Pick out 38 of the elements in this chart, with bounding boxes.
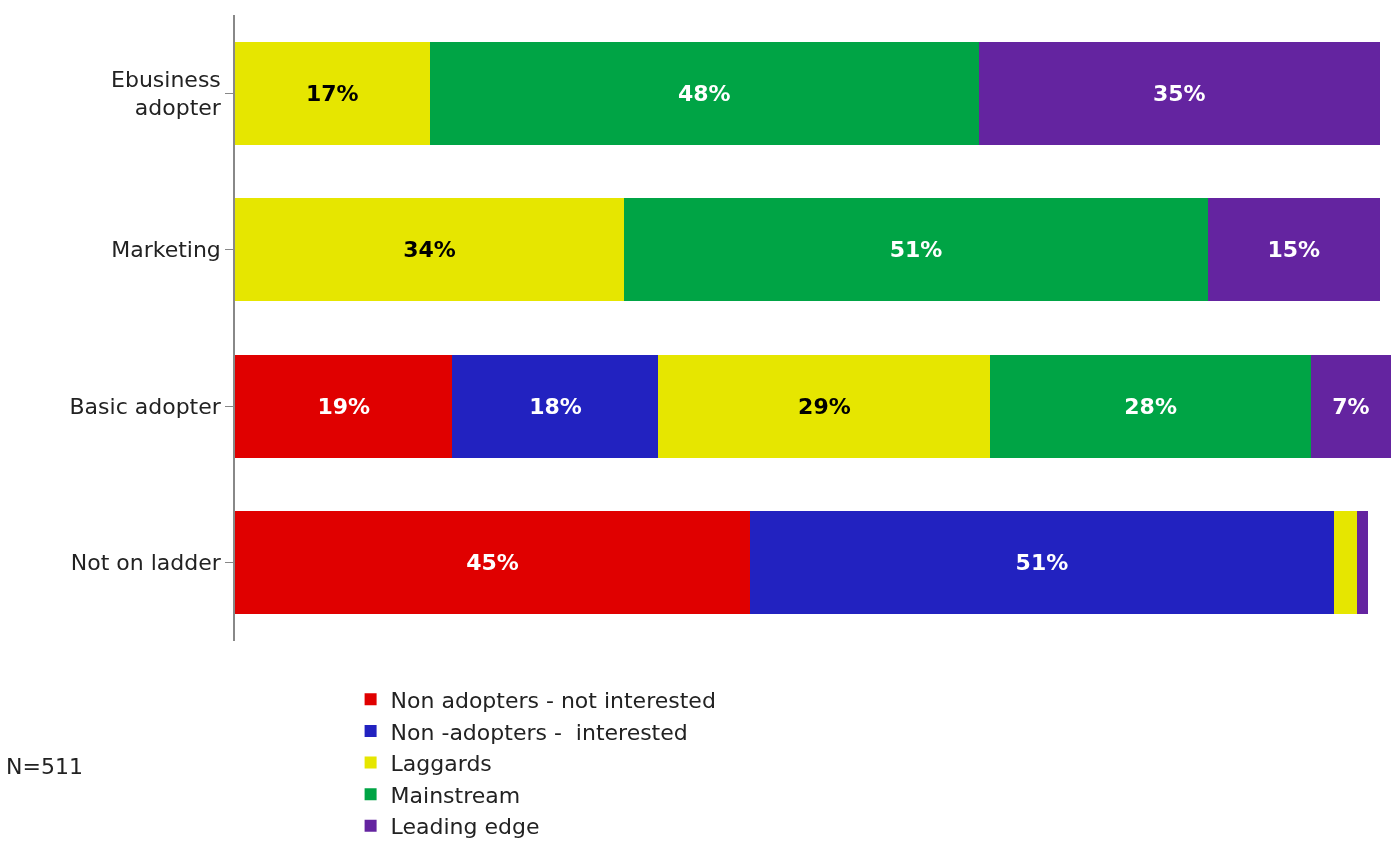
bar — [452, 354, 659, 458]
legend-label: Laggards — [390, 751, 492, 777]
data-label: 45% — [466, 550, 519, 576]
legend-label: Mainstream — [390, 782, 521, 808]
y-tick-label: Basic adopter — [69, 393, 222, 419]
data-label: 28% — [1124, 393, 1177, 419]
bar — [990, 354, 1311, 458]
bar — [750, 511, 1334, 615]
data-label: 15% — [1267, 237, 1321, 263]
bar — [624, 198, 1208, 302]
data-label: 29% — [798, 393, 851, 419]
y-tick-label: Not on ladder — [70, 550, 222, 576]
y-tick-label: Marketing — [111, 237, 221, 263]
bar — [1207, 198, 1380, 302]
bar — [978, 41, 1380, 145]
data-label: 48% — [677, 80, 731, 106]
legend-label: Non -adopters - interested — [390, 719, 688, 745]
data-label: 17% — [305, 80, 359, 106]
legend-label: Leading edge — [390, 814, 540, 840]
data-label: 19% — [317, 393, 371, 419]
data-label: 7% — [1332, 393, 1370, 419]
bar — [235, 198, 625, 302]
bar — [1333, 511, 1357, 615]
legend-label: Non adopters - not interested — [390, 687, 716, 713]
bar — [658, 354, 991, 458]
data-label: 34% — [403, 237, 456, 263]
text: N=511 — [6, 754, 83, 779]
bar — [1310, 354, 1391, 458]
data-label: 51% — [1015, 550, 1069, 576]
bar — [235, 354, 453, 458]
bar — [1356, 511, 1369, 615]
data-label: 51% — [889, 237, 943, 263]
data-label: 35% — [1152, 80, 1206, 106]
y-tick-label: Ebusiness adopter — [111, 66, 222, 121]
bar — [235, 511, 751, 615]
bar — [429, 41, 979, 145]
bar — [235, 41, 430, 145]
data-label: 18% — [529, 393, 582, 419]
